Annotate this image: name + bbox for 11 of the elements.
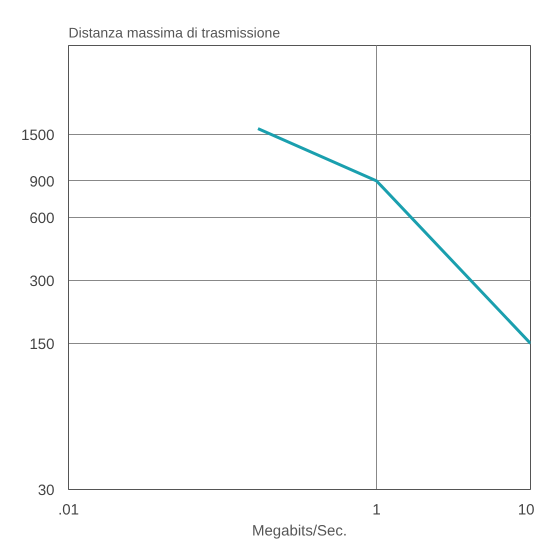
y-tick-label: 1500 (21, 127, 55, 144)
x-tick-label: .01 (58, 502, 79, 518)
y-tick-label: 30 (38, 482, 55, 499)
chart-title: Distanza massima di trasmissione (68, 24, 280, 40)
y-tick-label: 150 (29, 336, 55, 353)
x-axis-title: Megabits/Sec. (252, 522, 348, 540)
x-tick-label: 1 (372, 502, 381, 518)
y-tick-label: 900 (29, 173, 55, 190)
y-tick-label: 600 (29, 210, 55, 228)
x-tick-label: 10 (518, 502, 534, 518)
y-tick-label: 300 (29, 273, 55, 290)
